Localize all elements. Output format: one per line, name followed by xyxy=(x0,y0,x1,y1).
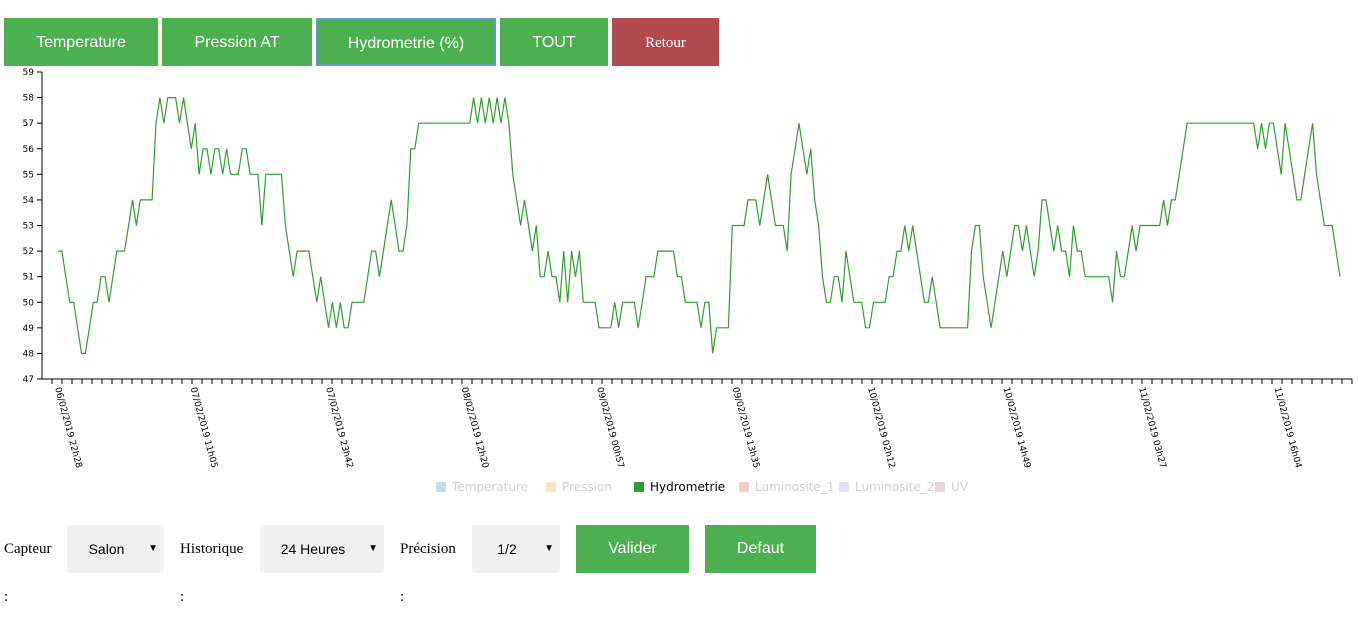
historique-select-value: 24 Heures xyxy=(280,541,346,557)
x-tick-label: 09/02/2019 00h57 xyxy=(594,386,625,469)
x-axis: 06/02/2019 22h28 07/02/2019 11h05 07/02/20… xyxy=(42,378,1353,470)
tab-pression-at[interactable]: Pression AT xyxy=(162,18,312,66)
legend-swatch xyxy=(634,482,644,492)
valider-button[interactable]: Valider xyxy=(576,525,689,573)
y-tick-label: 50 xyxy=(23,298,35,308)
x-tick-label: 10/02/2019 02h12 xyxy=(865,386,896,469)
capteur-select[interactable]: Salon ▼ xyxy=(67,525,164,573)
historique-select[interactable]: 24 Heures ▼ xyxy=(260,525,384,573)
precision-select[interactable]: 1/2 ▼ xyxy=(472,525,560,573)
defaut-button[interactable]: Defaut xyxy=(705,525,816,573)
precision-label: Précision : xyxy=(400,541,456,605)
legend-swatch xyxy=(839,482,849,492)
capteur-select-value: Salon xyxy=(88,541,125,557)
tab-hydrometrie[interactable]: Hydrometrie (%) xyxy=(316,18,496,66)
legend-item[interactable]: Temperature xyxy=(451,480,528,494)
y-tick-label: 48 xyxy=(23,349,35,359)
legend-item[interactable]: Pression xyxy=(562,480,612,494)
legend-item[interactable]: UV xyxy=(951,480,969,494)
x-tick-label: 11/02/2019 03h27 xyxy=(1136,386,1167,469)
y-tick-label: 47 xyxy=(23,375,34,385)
legend-swatch xyxy=(546,482,556,492)
legend-item[interactable]: Luminosite_1 xyxy=(755,480,834,494)
y-tick-label: 57 xyxy=(23,119,34,129)
y-tick-label: 58 xyxy=(23,94,35,104)
y-tick-label: 54 xyxy=(23,196,35,206)
series-line-hydrometrie xyxy=(58,97,1341,354)
legend-item[interactable]: Luminosite_2 xyxy=(855,480,934,494)
legend-swatch xyxy=(739,482,749,492)
y-tick-label: 49 xyxy=(23,324,35,334)
y-tick-label: 51 xyxy=(23,273,34,283)
x-tick-label: 11/02/2019 16h04 xyxy=(1272,386,1303,469)
y-tick-label: 56 xyxy=(23,145,35,155)
capteur-label: Capteur : xyxy=(4,541,52,605)
chevron-down-icon: ▼ xyxy=(544,543,554,554)
precision-select-value: 1/2 xyxy=(497,541,517,557)
chart-legend: Temperature Pression Hydrometrie Luminosite… xyxy=(436,480,969,494)
tab-tout[interactable]: TOUT xyxy=(500,18,608,66)
y-tick-label: 53 xyxy=(23,222,34,232)
chevron-down-icon: ▼ xyxy=(148,543,158,554)
x-tick-label: 09/02/2019 13h35 xyxy=(730,386,761,469)
legend-swatch xyxy=(935,482,945,492)
x-tick-label: 06/02/2019 22h28 xyxy=(52,386,83,469)
historique-label: Historique : xyxy=(180,541,244,605)
legend-swatch xyxy=(436,482,446,492)
hydrometrie-chart: 47 48 49 50 51 52 53 54 55 56 57 58 59 06/02/2019 22… xyxy=(23,68,1353,494)
x-tick-label: 08/02/2019 12h20 xyxy=(459,386,490,469)
legend-item[interactable]: Hydrometrie xyxy=(650,480,725,494)
y-tick-label: 55 xyxy=(23,170,34,180)
y-tick-label: 59 xyxy=(23,68,35,78)
x-tick-label: 07/02/2019 11h05 xyxy=(188,386,219,469)
chevron-down-icon: ▼ xyxy=(368,543,378,554)
retour-button[interactable]: Retour xyxy=(612,18,719,66)
y-tick-label: 52 xyxy=(23,247,34,257)
y-axis: 47 48 49 50 51 52 53 54 55 56 57 58 59 xyxy=(23,68,43,385)
tab-temperature[interactable]: Temperature xyxy=(4,18,158,66)
x-tick-label: 07/02/2019 23h42 xyxy=(323,386,354,469)
x-tick-label: 10/02/2019 14h49 xyxy=(1001,386,1032,469)
